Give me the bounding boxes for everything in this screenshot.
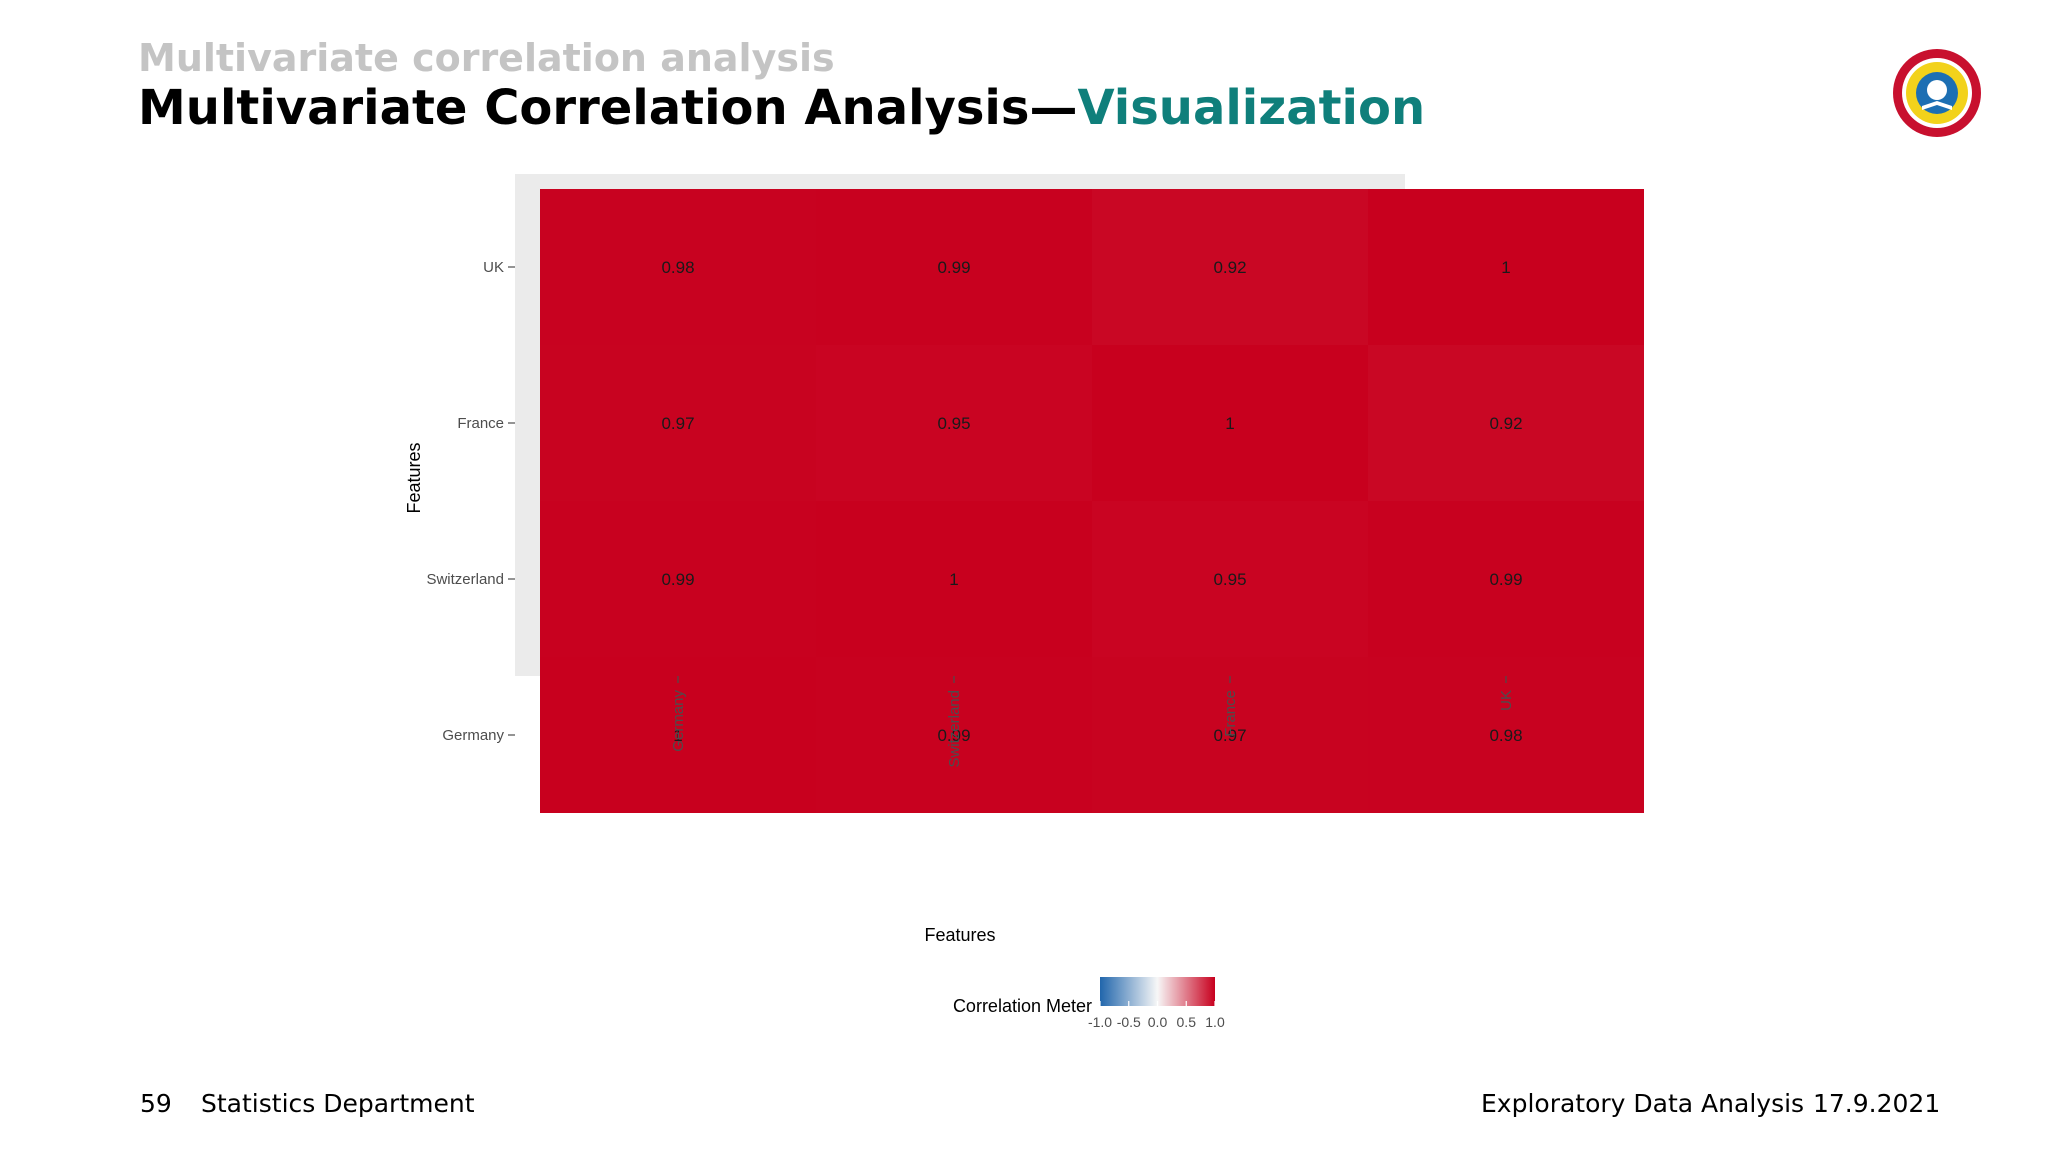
heatmap-cell <box>540 345 816 501</box>
y-tick-label: Germany <box>442 727 504 744</box>
section-title: Multivariate correlation analysis <box>138 36 835 80</box>
legend-title: Correlation Meter <box>953 996 1092 1016</box>
legend-tick-label: -0.5 <box>1117 1014 1141 1030</box>
title-main: Multivariate Correlation Analysis— <box>138 80 1078 136</box>
x-tick-label: Germany <box>670 690 687 752</box>
legend-tick-label: 0.5 <box>1177 1014 1197 1030</box>
cell-value-label: 0.98 <box>661 258 694 277</box>
legend-tick-label: 0.0 <box>1148 1014 1168 1030</box>
footer-date: 17.9.2021 <box>1813 1089 1941 1118</box>
cell-value-label: 1 <box>1225 414 1234 433</box>
heatmap-cell <box>1092 189 1368 345</box>
cell-value-label: 0.92 <box>1213 258 1246 277</box>
cell-value-label: 1 <box>1501 258 1510 277</box>
heatmap-cell <box>1092 501 1368 657</box>
footer-page-number: 59 <box>140 1089 172 1118</box>
y-axis-title: Features <box>404 442 424 513</box>
cell-value-label: 0.95 <box>937 414 970 433</box>
legend-tick-label: 1.0 <box>1205 1014 1225 1030</box>
x-axis-title: Features <box>924 925 995 945</box>
frame-title: Multivariate Correlation Analysis—Visual… <box>138 80 1425 136</box>
heatmap-cell <box>540 501 816 657</box>
cell-value-label: 0.99 <box>1489 570 1522 589</box>
heatmap-cell <box>1368 189 1644 345</box>
cell-value-label: 0.99 <box>937 258 970 277</box>
x-tick-label: UK <box>1498 690 1515 711</box>
title-accent: Visualization <box>1077 80 1426 136</box>
cell-value-label: 0.95 <box>1213 570 1246 589</box>
heatmap-cell <box>1368 501 1644 657</box>
cell-value-label: 1 <box>673 726 682 745</box>
cell-value-label: 0.98 <box>1489 726 1522 745</box>
heatmap-cell <box>816 189 1092 345</box>
cell-value-label: 0.97 <box>1213 726 1246 745</box>
heatmap-cell <box>1368 345 1644 501</box>
x-tick-label: France <box>1222 690 1239 737</box>
cell-value-label: 1 <box>949 570 958 589</box>
heatmap-cell <box>540 189 816 345</box>
cell-value-label: 0.92 <box>1489 414 1522 433</box>
correlation-heatmap: 1 0.99 0.97 0.98 0.99 1 0.95 0.99 0.97 0.95 1 0.92 0… <box>404 174 1644 1030</box>
x-tick-label: Switzerland <box>946 690 963 768</box>
legend-tick-label: -1.0 <box>1088 1014 1112 1030</box>
heatmap-cell <box>816 345 1092 501</box>
y-tick-label: France <box>457 415 504 432</box>
heatmap-cell <box>1092 345 1368 501</box>
cell-value-label: 0.97 <box>661 414 694 433</box>
y-tick-label: Switzerland <box>426 571 504 588</box>
y-tick-label: UK <box>483 259 504 276</box>
footer-course: Exploratory Data Analysis <box>1481 1089 1805 1118</box>
cell-value-label: 0.99 <box>937 726 970 745</box>
cell-value-label: 0.99 <box>661 570 694 589</box>
footer-department: Statistics Department <box>201 1089 475 1118</box>
heatmap-cell <box>816 501 1092 657</box>
university-seal-icon <box>1893 49 1981 137</box>
